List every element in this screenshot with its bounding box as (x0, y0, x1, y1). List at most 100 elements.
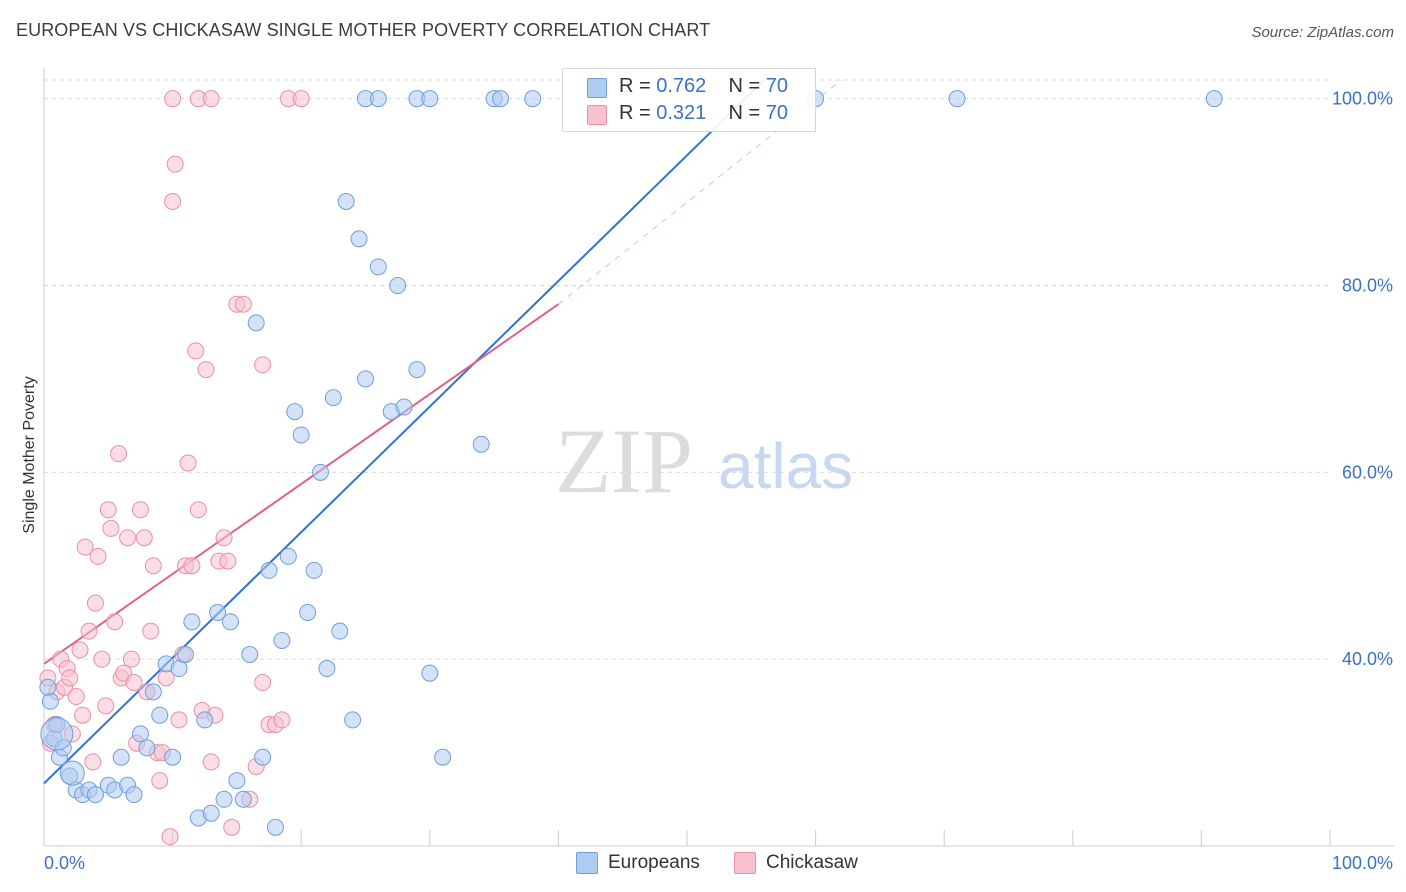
europeans-point (131, 725, 149, 743)
europeans-point (209, 603, 227, 621)
data-points (39, 90, 1223, 846)
y-tick-label: 40.0% (1342, 649, 1393, 669)
chickasaw-point (144, 557, 162, 575)
europeans-point (948, 90, 966, 108)
europeans-point (266, 818, 284, 836)
legend-r-label: R = (619, 75, 651, 97)
legend-r-value: 0.762 (656, 75, 707, 97)
y-tick-label: 80.0% (1342, 276, 1393, 296)
europeans-point (318, 660, 336, 678)
europeans-point (389, 277, 407, 295)
chickasaw-point (234, 295, 252, 313)
europeans-point (286, 403, 304, 421)
europeans-point (350, 230, 368, 248)
chickasaw-point (189, 501, 207, 519)
chickasaw-point (131, 501, 149, 519)
x-tick-labels: 0.0% 100.0% (44, 853, 1393, 873)
chickasaw-point (67, 688, 85, 706)
chickasaw-point (102, 519, 120, 537)
chickasaw-point (202, 90, 220, 108)
europeans-point (472, 435, 490, 453)
chickasaw-point (97, 697, 115, 715)
chickasaw-point (74, 706, 92, 724)
europeans-point (176, 646, 194, 663)
chickasaw-point (273, 711, 291, 729)
series-chickasaw (39, 90, 310, 846)
chickasaw-point (122, 650, 140, 668)
chickasaw-point (183, 557, 201, 575)
europeans-point-large (40, 717, 74, 751)
europeans-point (144, 683, 162, 701)
legend-n-label: N = (728, 75, 761, 97)
legend-r-label: R = (619, 102, 651, 124)
chickasaw-point (223, 818, 241, 836)
europeans-swatch (576, 852, 598, 874)
chickasaw-point (219, 552, 237, 570)
europeans-point (344, 711, 362, 729)
chickasaw-point (110, 445, 128, 463)
chickasaw-point (164, 90, 182, 108)
europeans-point (254, 748, 272, 766)
correlation-legend: R = 0.762 N = 70 R = 0.321 N = 70 (562, 68, 816, 132)
chickasaw-point (86, 594, 104, 612)
legend-r-value: 0.321 (656, 102, 707, 124)
chickasaw-point (170, 711, 188, 729)
watermark-zip: ZIP (555, 410, 693, 512)
europeans-point (305, 561, 323, 579)
europeans-point (324, 389, 342, 407)
chickasaw-label: Chickasaw (766, 852, 858, 873)
europeans-point (228, 772, 246, 790)
chart-title: EUROPEAN VS CHICKASAW SINGLE MOTHER POVE… (16, 20, 711, 40)
chickasaw-point (119, 529, 137, 547)
legend-n-value: 70 (765, 75, 789, 97)
europeans-point (241, 646, 259, 663)
chickasaw-point (215, 529, 233, 547)
trend-line-chickasaw (43, 303, 559, 665)
europeans-point (434, 748, 452, 766)
europeans-point (39, 678, 57, 696)
europeans-label: Europeans (608, 852, 700, 873)
europeans-point (421, 90, 439, 108)
europeans-point (215, 790, 233, 808)
europeans-point (524, 90, 542, 108)
chickasaw-point (254, 674, 272, 692)
series-europeans (39, 90, 1223, 836)
chickasaw-point (71, 641, 89, 659)
chickasaw-point (84, 753, 102, 771)
europeans-point (395, 398, 413, 416)
legend-swatch-europeans (587, 78, 607, 98)
chickasaw-point (202, 753, 220, 771)
chickasaw-point (89, 547, 107, 565)
x-tick-label-min: 0.0% (44, 853, 85, 873)
y-axis-label: Single Mother Poverty (21, 376, 38, 533)
chickasaw-point (164, 192, 182, 210)
europeans-point (408, 361, 426, 379)
europeans-point (337, 192, 355, 210)
europeans-point (260, 561, 278, 579)
watermark-atlas: atlas (718, 430, 853, 502)
europeans-point (112, 748, 130, 766)
europeans-point (311, 463, 329, 481)
chickasaw-point (76, 538, 94, 556)
europeans-point (421, 664, 439, 682)
europeans-point (331, 622, 349, 640)
europeans-point (369, 258, 387, 276)
chickasaw-swatch (734, 852, 756, 874)
europeans-point (1205, 90, 1223, 108)
y-tick-labels: 40.0% 60.0% 80.0% 100.0% (1332, 89, 1393, 669)
legend-n-value: 70 (765, 102, 789, 124)
europeans-point (292, 426, 310, 444)
europeans-point-large (59, 760, 85, 786)
y-tick-label: 60.0% (1342, 462, 1393, 482)
legend-n-label: N = (728, 102, 761, 124)
chickasaw-point (254, 356, 272, 374)
europeans-point (125, 786, 143, 804)
x-tick-label-max: 100.0% (1332, 853, 1393, 873)
europeans-point (273, 631, 291, 649)
europeans-point (221, 613, 239, 631)
chickasaw-point (125, 674, 143, 692)
europeans-point (234, 790, 252, 808)
europeans-point (196, 711, 214, 729)
chickasaw-point (80, 622, 98, 640)
y-tick-label: 100.0% (1332, 89, 1393, 109)
